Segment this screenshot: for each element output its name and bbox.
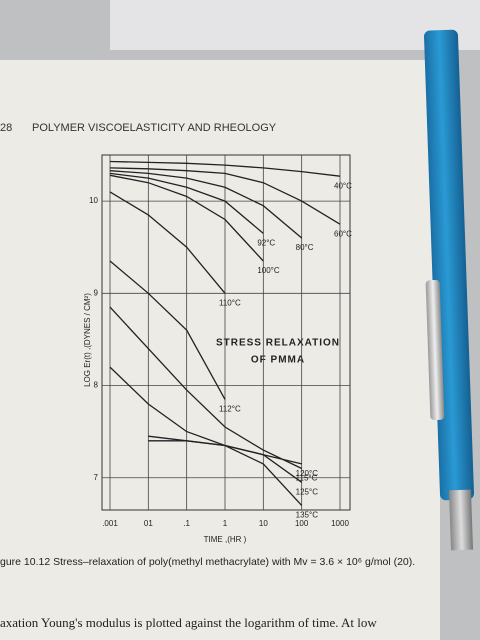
curve	[109, 306, 302, 470]
running-title: POLYMER VISCOELASTICITY AND RHEOLOGY	[32, 122, 277, 134]
y-tick-label: 9	[94, 288, 99, 297]
body-text: axation Young's modulus is plotted again…	[0, 615, 377, 630]
curve	[109, 170, 303, 239]
x-tick-label: 100	[295, 519, 309, 528]
curve-label: 92°C	[257, 238, 275, 247]
y-tick-label: 7	[94, 473, 99, 482]
curve	[109, 167, 341, 225]
curve-label: 110°C	[219, 298, 241, 307]
x-tick-label: 1000	[331, 519, 349, 528]
y-tick-label: 8	[94, 381, 99, 390]
curve-label: 60°C	[334, 229, 352, 238]
x-tick-label: .001	[102, 519, 118, 528]
x-axis-label: TIME ,(HR )	[204, 535, 247, 544]
y-tick-label: 10	[89, 196, 98, 205]
curve-label: 120°C	[296, 469, 319, 478]
curve-label: 115°C	[296, 474, 318, 483]
curve	[109, 260, 226, 400]
book-page	[0, 60, 440, 640]
curve-label: 135°C	[296, 510, 319, 519]
x-tick-label: 1	[223, 519, 228, 528]
y-axis-label: LOG Er(t) ,(DYNES / CM²)	[83, 293, 92, 387]
x-tick-label: 10	[259, 519, 268, 528]
curve	[109, 172, 264, 234]
pen-tip	[448, 489, 474, 551]
annotation: OF PMMA	[251, 355, 305, 366]
curve	[109, 160, 341, 177]
curve	[109, 174, 264, 262]
figure-caption: gure 10.12 Stress–relaxation of poly(met…	[0, 556, 416, 568]
chart: STRESS RELAXATION OF PMMA TIME ,(HR ) LO…	[83, 154, 352, 544]
curve-label: 112°C	[219, 404, 241, 413]
plot-frame	[101, 154, 351, 511]
curve	[109, 366, 302, 465]
curve	[148, 435, 303, 506]
curve	[109, 191, 226, 294]
curve-label: 80°C	[296, 243, 314, 252]
x-tick-label: 01	[144, 519, 153, 528]
paper-sheet	[110, 0, 480, 50]
curve-label: 100°C	[257, 266, 280, 275]
page-number: 28	[0, 122, 13, 134]
x-tick-label: .1	[183, 519, 190, 528]
curve-label: 125°C	[296, 487, 319, 496]
annotation: STRESS RELAXATION	[216, 338, 340, 349]
curve-label: 40°C	[334, 181, 352, 190]
